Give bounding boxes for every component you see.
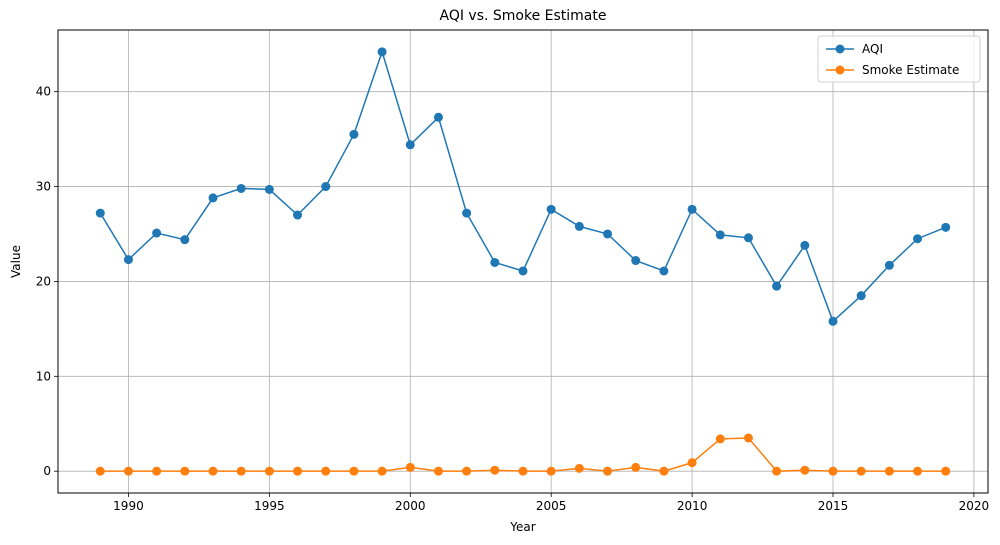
legend-marker [835,65,845,75]
data-point [377,47,387,57]
data-point [941,466,951,476]
data-point [433,466,443,476]
data-point [603,229,613,239]
data-point [772,281,782,291]
data-point [180,466,190,476]
y-tick-label: 0 [43,464,51,478]
data-point [95,466,105,476]
data-point [828,316,838,326]
x-axis-label: Year [509,520,535,534]
data-point [772,466,782,476]
x-tick-label: 2005 [536,499,567,513]
data-point [490,465,500,475]
legend-box [817,35,981,83]
data-point [405,462,415,472]
legend: AQI Smoke Estimate [817,35,981,83]
x-tick-label: 1990 [113,499,144,513]
data-point [800,465,810,475]
data-point [462,466,472,476]
plot-frame [57,29,989,494]
legend-label: Smoke Estimate [862,63,959,77]
data-point [884,260,894,270]
data-point [208,466,218,476]
data-point [743,433,753,443]
data-point [631,462,641,472]
data-point [913,234,923,244]
data-point [264,466,274,476]
data-point [546,466,556,476]
data-point [462,208,472,218]
data-point [123,255,133,265]
y-axis-label: Value [9,245,23,278]
data-point [518,466,528,476]
data-point [941,222,951,232]
data-point [293,210,303,220]
data-point [743,233,753,243]
data-point [913,466,923,476]
grid [58,30,988,493]
x-tick-label: 2020 [959,499,990,513]
data-point [152,466,162,476]
data-point [490,257,500,267]
legend-item: AQI [826,42,883,56]
data-point [715,434,725,444]
data-point [631,256,641,266]
data-point [377,466,387,476]
y-tick-label: 20 [36,274,51,288]
data-point [800,240,810,250]
data-point [433,112,443,122]
data-point [264,184,274,194]
data-point [152,228,162,238]
x-tick-label: 2000 [395,499,426,513]
series-1 [95,433,951,476]
y-tick-label: 30 [36,180,51,194]
y-tick-label: 40 [36,85,51,99]
x-tick-label: 1995 [254,499,285,513]
data-point [293,466,303,476]
data-point [236,183,246,193]
data-point [321,182,331,192]
x-axis: 1990 1995 2000 2005 2010 2015 2020 [113,493,989,513]
data-point [659,266,669,276]
legend-item: Smoke Estimate [826,63,959,77]
data-point [856,291,866,301]
data-point [856,466,866,476]
data-point [208,193,218,203]
y-axis: 0 10 20 30 40 [36,85,58,478]
legend-label: AQI [862,42,883,56]
chart-title: AQI vs. Smoke Estimate [439,8,606,24]
data-point [236,466,246,476]
y-tick-label: 10 [36,369,51,383]
data-point [603,466,613,476]
data-point [518,266,528,276]
data-point [95,208,105,218]
series-0 [95,47,951,326]
data-point [828,466,838,476]
data-point [574,221,584,231]
data-point [123,466,133,476]
x-tick-label: 2010 [677,499,708,513]
data-point [180,235,190,245]
data-point [405,140,415,150]
data-point [546,204,556,214]
series-layer [95,47,951,476]
data-point [715,230,725,240]
data-point [349,466,359,476]
series-line [100,437,946,472]
data-point [659,466,669,476]
data-point [884,466,894,476]
data-point [687,458,697,468]
x-tick-label: 2015 [818,499,849,513]
legend-marker [835,44,845,54]
data-point [574,463,584,473]
data-point [687,204,697,214]
data-point [321,466,331,476]
data-point [349,129,359,139]
